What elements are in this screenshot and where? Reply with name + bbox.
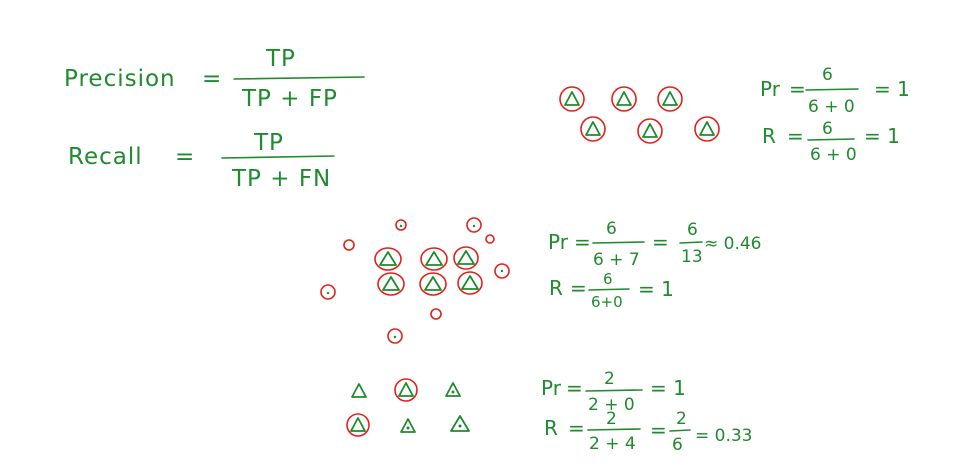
precision-equals: = — [202, 66, 222, 92]
ex2-r-label: R — [549, 276, 563, 300]
precision-denominator: TP + FP — [241, 86, 338, 112]
ex3-r-result: = 0.33 — [695, 426, 753, 446]
triangle-with-dot — [445, 382, 461, 397]
dot — [500, 269, 504, 273]
empty-circle — [466, 217, 482, 233]
circled-triangle — [420, 247, 448, 271]
ex2-pr-approx: ≈ 0.46 — [704, 234, 762, 254]
ex1-r-result: = 1 — [864, 124, 900, 148]
ex2-r-fraction-bar — [588, 288, 630, 291]
example2-shapes — [320, 217, 510, 344]
ex1-pr-fraction-bar — [805, 88, 859, 91]
ex2-r-numerator: 6 — [603, 270, 613, 288]
triangle — [351, 383, 367, 398]
ex3-r-label: R — [544, 416, 558, 440]
circled-triangle — [637, 118, 663, 144]
empty-circle — [494, 263, 510, 279]
empty-circle — [430, 308, 442, 320]
circled-triangle — [457, 271, 483, 295]
circled-triangle — [453, 246, 479, 270]
ex2-r-equals: = — [570, 276, 587, 300]
ex2-pr-denominator-2: 13 — [681, 247, 703, 267]
ex1-pr-label: Pr — [760, 77, 781, 101]
ex2-pr-label: Pr — [548, 230, 569, 254]
circled-triangle — [374, 247, 402, 271]
triangle-with-dot — [450, 415, 470, 432]
circled-triangle — [377, 272, 405, 296]
example3-shapes — [346, 378, 470, 437]
circled-triangle — [559, 86, 585, 112]
circled-triangle — [657, 86, 683, 112]
ex3-r-fraction-bar-2 — [669, 429, 691, 432]
ex3-pr-fraction-bar — [585, 389, 643, 392]
dot — [399, 224, 403, 228]
ex3-pr-label: Pr — [541, 376, 562, 400]
ex1-pr-result: = 1 — [874, 77, 910, 101]
ex3-pr-equals: = — [566, 376, 583, 400]
ex2-pr-fraction-bar — [592, 241, 645, 244]
ex2-r-denominator: 6+0 — [591, 293, 623, 311]
dot — [472, 224, 476, 228]
example2-recall: R = 6 6+0 = 1 — [549, 270, 674, 311]
dot — [393, 335, 397, 339]
ex2-pr-fraction-bar-2 — [679, 241, 703, 244]
ex1-r-equals: = — [787, 124, 804, 148]
ex1-pr-numerator: 6 — [822, 65, 833, 85]
ex3-r-equals: = — [568, 416, 585, 440]
ex1-r-numerator: 6 — [822, 119, 833, 139]
ex2-pr-numerator: 6 — [606, 219, 617, 239]
empty-circle — [485, 234, 495, 244]
ex2-pr-equals: = — [574, 230, 591, 254]
example1-precision: Pr = 6 6 + 0 = 1 — [760, 65, 910, 117]
recall-equals: = — [175, 144, 195, 170]
ex2-pr-denominator: 6 + 7 — [593, 250, 640, 270]
empty-circle — [343, 239, 355, 251]
precision-numerator: TP — [265, 46, 296, 72]
ex1-r-label: R — [762, 124, 776, 148]
example3-recall: R = 2 2 + 4 = 2 6 = 0.33 — [544, 409, 753, 455]
ex3-r-denominator-2: 6 — [672, 435, 683, 455]
ex3-r-numerator-2: 2 — [676, 409, 687, 429]
ex2-pr-numerator-2: 6 — [687, 220, 698, 240]
recall-formula: Recall = TP TP + FN — [68, 130, 335, 192]
circled-triangle — [611, 86, 637, 112]
triangle-with-dot — [400, 418, 416, 433]
recall-label: Recall — [68, 144, 143, 170]
recall-denominator: TP + FN — [231, 166, 331, 192]
circled-triangle — [419, 272, 447, 296]
circled-triangle — [694, 116, 720, 142]
empty-circle — [320, 284, 336, 300]
precision-label: Precision — [64, 66, 176, 92]
circled-triangle — [394, 378, 418, 402]
ex3-pr-numerator: 2 — [604, 369, 615, 389]
ex3-pr-denominator: 2 + 0 — [588, 395, 635, 415]
recall-fraction-bar — [221, 155, 335, 159]
ex1-r-fraction-bar — [807, 138, 855, 141]
circled-triangle — [346, 413, 370, 437]
ex1-pr-equals: = — [789, 77, 806, 101]
empty-circle — [387, 328, 403, 344]
example1-recall: R = 6 6 + 0 = 1 — [762, 119, 900, 165]
dot — [326, 291, 330, 295]
ex2-r-result: = 1 — [638, 277, 674, 301]
empty-circle — [395, 219, 407, 231]
ex3-r-fraction-bar — [587, 428, 641, 431]
circled-triangle — [580, 116, 606, 142]
ex3-pr-result: = 1 — [650, 376, 686, 400]
ex1-pr-denominator: 6 + 0 — [808, 97, 855, 117]
example1-shapes — [559, 86, 720, 144]
recall-numerator: TP — [253, 130, 284, 156]
ex3-r-numerator: 2 — [606, 409, 617, 429]
precision-fraction-bar — [233, 76, 365, 80]
example2-precision: Pr = 6 6 + 7 = 6 13 ≈ 0.46 — [548, 219, 762, 270]
ex1-r-denominator: 6 + 0 — [810, 145, 857, 165]
ex3-r-denominator: 2 + 4 — [589, 434, 636, 454]
example3-precision: Pr = 2 2 + 0 = 1 — [541, 369, 686, 415]
ex2-pr-equals-2: = — [652, 230, 669, 254]
precision-formula: Precision = TP TP + FP — [64, 46, 365, 112]
ex3-r-equals-2: = — [650, 418, 667, 442]
